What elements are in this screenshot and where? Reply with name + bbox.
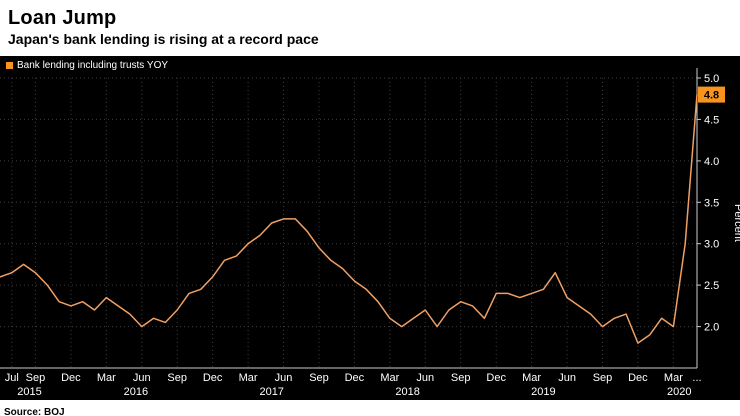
x-tick-label: Dec (61, 372, 81, 384)
chart-footer: Source: BOJ (0, 400, 740, 416)
x-tick-label: Dec (628, 372, 648, 384)
legend-swatch-icon (6, 62, 13, 69)
last-value-badge (698, 86, 725, 103)
x-tick-label: Sep (167, 372, 187, 384)
chart-header: Loan Jump Japan's bank lending is rising… (0, 0, 740, 56)
chart-subtitle: Japan's bank lending is rising at a reco… (8, 31, 319, 47)
x-year-label: 2017 (259, 386, 283, 398)
x-tick-label: Dec (486, 372, 506, 384)
y-tick-label: 2.0 (704, 322, 719, 334)
x-tick-label: Mar (664, 372, 683, 384)
x-tick-label: Sep (451, 372, 471, 384)
x-tick-label: Jun (416, 372, 434, 384)
x-tick-label: Jul (5, 372, 19, 384)
x-tick-label: Jun (558, 372, 576, 384)
chart-title: Loan Jump (8, 7, 117, 29)
y-tick-label: 4.5 (704, 114, 719, 126)
y-axis-title: Percent (732, 204, 740, 242)
x-tick-label: Dec (203, 372, 223, 384)
chart-canvas: 5.0 4.5 4.0 3.5 3.0 2.5 2.0 Jul Sep Dec Mar Jun Sep D… (0, 68, 740, 398)
x-tick-label: Jun (133, 372, 151, 384)
x-tick-label: Sep (309, 372, 329, 384)
chart-area: Bank lending including trusts YOY 5.0 4.5… (0, 56, 740, 400)
source-label: Source: BOJ (4, 407, 65, 416)
x-year-label: 2020 (667, 386, 691, 398)
x-tick-label: Mar (380, 372, 399, 384)
x-tick-label: Dec (345, 372, 365, 384)
y-tick-label: 5.0 (704, 73, 719, 85)
y-tick-label: 3.0 (704, 239, 719, 251)
x-tick-label: ... (692, 372, 701, 384)
x-year-label: 2018 (395, 386, 419, 398)
x-tick-label: Mar (239, 372, 258, 384)
y-tick-label: 4.0 (704, 156, 719, 168)
last-value-label: 4.8 (704, 90, 719, 102)
x-year-label: 2016 (124, 386, 148, 398)
legend: Bank lending including trusts YOY (6, 60, 168, 71)
x-tick-label: Sep (593, 372, 613, 384)
x-year-label: 2015 (17, 386, 41, 398)
y-tick-label: 3.5 (704, 197, 719, 209)
x-tick-label: Jun (275, 372, 293, 384)
x-tick-label: Mar (522, 372, 541, 384)
series-line (0, 93, 698, 344)
x-tick-label: Sep (26, 372, 46, 384)
y-tick-label: 2.5 (704, 280, 719, 292)
x-year-label: 2019 (531, 386, 555, 398)
x-tick-label: Mar (97, 372, 116, 384)
legend-label: Bank lending including trusts YOY (17, 60, 169, 71)
